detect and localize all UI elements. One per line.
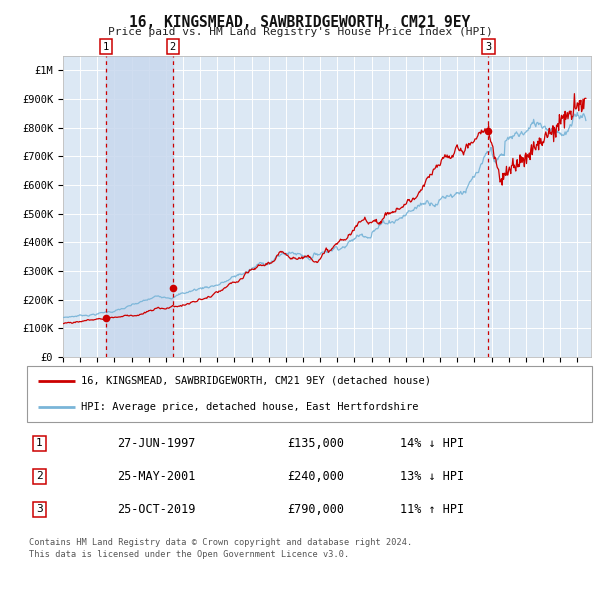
Text: 13% ↓ HPI: 13% ↓ HPI (400, 470, 464, 483)
Text: 25-OCT-2019: 25-OCT-2019 (118, 503, 196, 516)
Text: 1: 1 (36, 438, 43, 448)
Text: This data is licensed under the Open Government Licence v3.0.: This data is licensed under the Open Gov… (29, 550, 349, 559)
Text: Price paid vs. HM Land Registry's House Price Index (HPI): Price paid vs. HM Land Registry's House … (107, 27, 493, 37)
Bar (106, 56, 173, 357)
Text: 16, KINGSMEAD, SAWBRIDGEWORTH, CM21 9EY (detached house): 16, KINGSMEAD, SAWBRIDGEWORTH, CM21 9EY … (80, 376, 431, 386)
Text: 2: 2 (36, 471, 43, 481)
Text: 25-MAY-2001: 25-MAY-2001 (118, 470, 196, 483)
Text: 14% ↓ HPI: 14% ↓ HPI (400, 437, 464, 450)
Text: HPI: Average price, detached house, East Hertfordshire: HPI: Average price, detached house, East… (80, 402, 418, 412)
Text: £135,000: £135,000 (287, 437, 344, 450)
Text: £790,000: £790,000 (287, 503, 344, 516)
FancyBboxPatch shape (27, 366, 592, 422)
Text: 11% ↑ HPI: 11% ↑ HPI (400, 503, 464, 516)
Text: 3: 3 (36, 504, 43, 514)
Text: £240,000: £240,000 (287, 470, 344, 483)
Text: 1: 1 (103, 41, 109, 51)
Text: 3: 3 (485, 41, 491, 51)
Text: 27-JUN-1997: 27-JUN-1997 (118, 437, 196, 450)
Text: 2: 2 (170, 41, 176, 51)
Text: Contains HM Land Registry data © Crown copyright and database right 2024.: Contains HM Land Registry data © Crown c… (29, 538, 412, 547)
Text: 16, KINGSMEAD, SAWBRIDGEWORTH, CM21 9EY: 16, KINGSMEAD, SAWBRIDGEWORTH, CM21 9EY (130, 15, 470, 30)
